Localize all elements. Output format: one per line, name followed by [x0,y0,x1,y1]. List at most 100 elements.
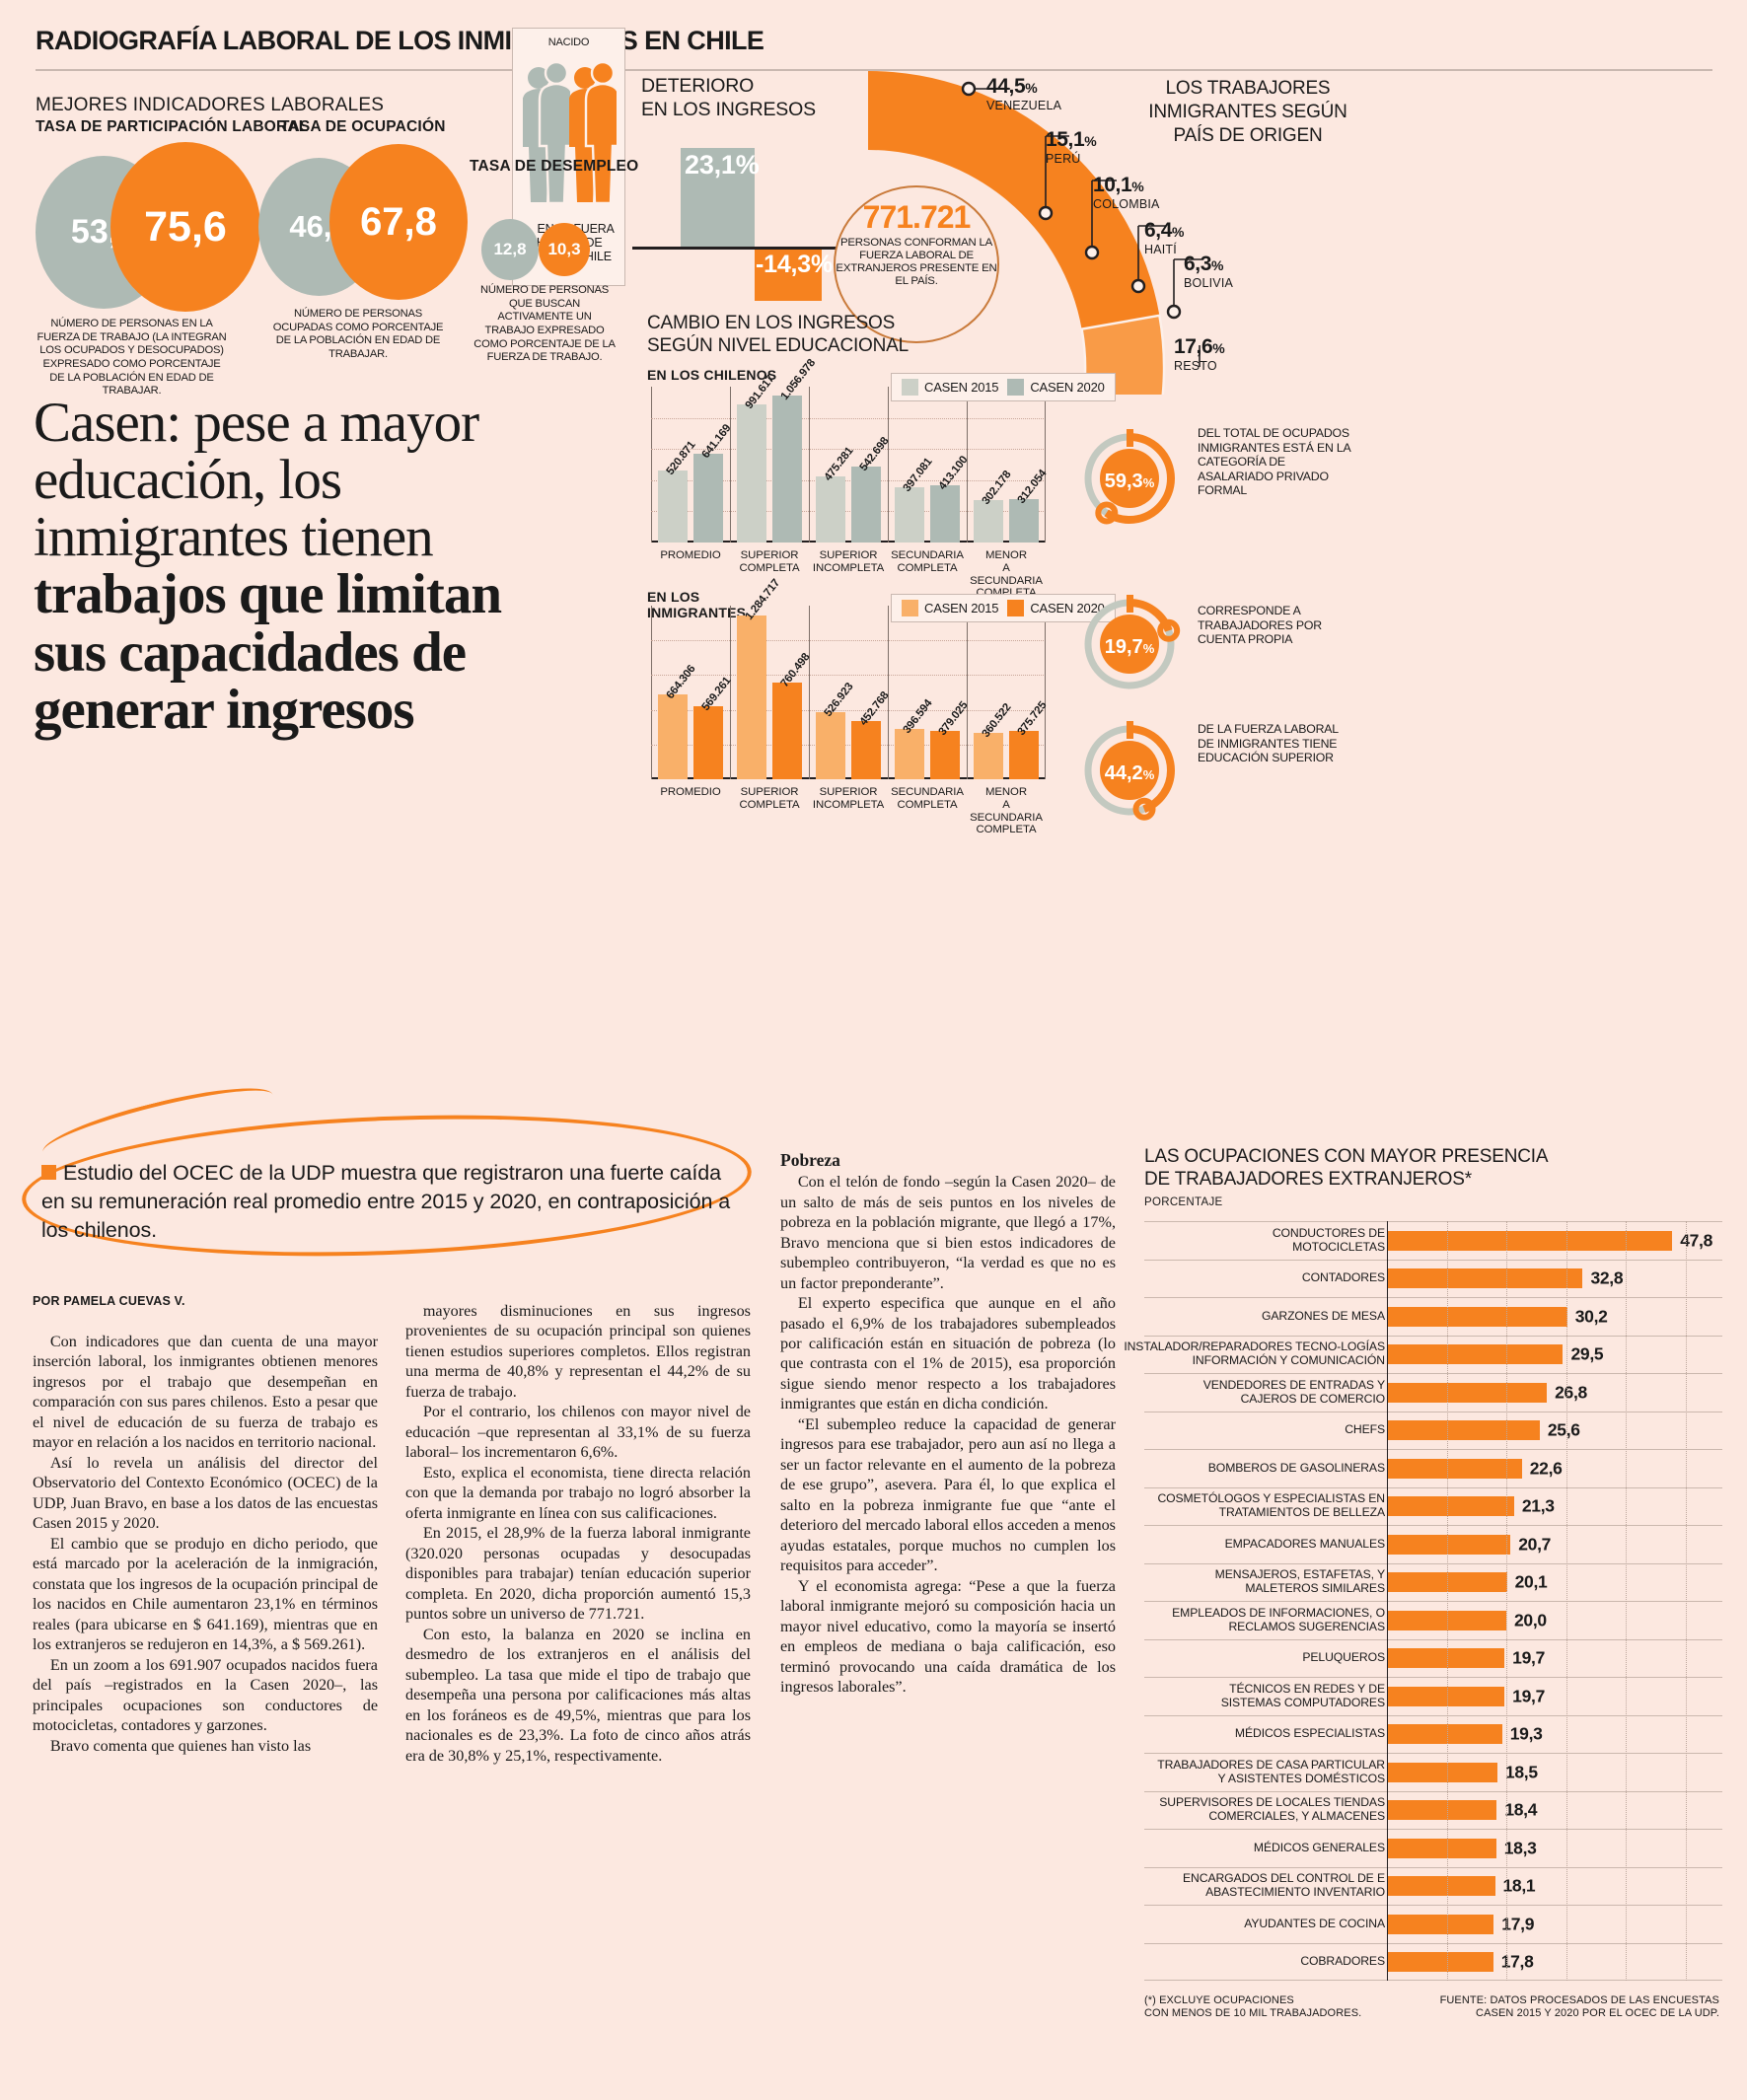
origin-chart-title: LOS TRABAJORES INMIGRANTES SEGÚN PAÍS DE… [1148,78,1347,146]
occupation-bar [1387,1951,1493,1972]
bar [693,706,723,779]
occupation-label: TÉCNICOS EN REDES Y DE SISTEMAS COMPUTADO… [1220,1681,1385,1709]
plot-area [651,387,1046,543]
occupation-row: VENDEDORES DE ENTRADAS Y CAJEROS DE COMER… [1144,1373,1722,1412]
metric-note-participacion: NÚMERO DE PERSONAS EN LA FUERZA DE TRABA… [36,318,227,398]
participacion-foreign-bubble: 75,6 [110,142,260,312]
occupation-row: CONDUCTORES DE MOTOCICLETAS 47,8 [1144,1221,1722,1260]
article-paragraph: En 2015, el 28,9% de la fuerza laboral i… [405,1524,751,1624]
bar [974,733,1003,779]
occupation-bar [1387,1496,1514,1517]
occupations-axis [1387,1221,1388,1981]
bar [816,475,845,543]
occupation-value: 18,3 [1503,1838,1537,1858]
occupation-label: INSTALADOR/REPARADORES TECNO-LOGÍAS INFOR… [1124,1340,1385,1368]
arc-label-venezuela: 44,5% VENEZUELA [986,75,1062,112]
occupation-value: 17,9 [1501,1914,1535,1934]
legend-item-casen2020-inm: CASEN 2020 [1007,600,1105,616]
arc-label-haiti: 6,4% HAITÍ [1144,219,1185,256]
occupation-value: 17,8 [1500,1951,1534,1972]
occupation-value: 26,8 [1555,1382,1587,1403]
desempleo-foreign-bubble: 10,3 [539,223,590,276]
gridline [651,449,1046,451]
occupation-value: 18,5 [1504,1762,1538,1782]
occupation-bar [1387,1876,1495,1897]
bar [772,682,802,779]
person-chile-icon [523,62,570,205]
occupations-footnote-left: (*) EXCLUYE OCUPACIONES CON MENOS DE 10 … [1144,1994,1362,2020]
person-foreign-icon [569,62,617,205]
category-label: PROMEDIO [660,786,721,798]
article-column-1: Con indicadores que dan cuenta de una ma… [33,1332,378,1756]
category-label: SUPERIOR COMPLETA [739,786,800,811]
plot-area [651,606,1046,779]
donut-note-3: DE LA FUERZA LABORAL DE INMIGRANTES TIEN… [1198,722,1339,764]
article-paragraph: “El subempleo reduce la capacidad de gen… [780,1414,1116,1575]
occupation-bar [1387,1534,1511,1555]
arc-label-resto: 17,6% RESTO [1174,335,1225,373]
bar [816,711,845,779]
gridline [651,744,1046,746]
byline: POR PAMELA CUEVAS V. [33,1294,185,1308]
deterioro-value-positive: 23,1% [685,150,760,180]
occupation-row: GARZONES DE MESA 30,2 [1144,1297,1722,1336]
category-label: SUPERIOR INCOMPLETA [812,549,885,574]
occupation-label: MENSAJEROS, ESTAFETAS, Y MALETEROS SIMILA… [1214,1567,1385,1596]
category-label: SECUNDARIA COMPLETA [891,549,964,574]
chart-chilenos: 520.871 641.169 PROMEDIO 991.617 1.056.978 SU… [651,357,1049,599]
bar [772,395,802,543]
occupation-value: 19,7 [1512,1686,1546,1706]
svg-text:44,2%: 44,2% [1105,762,1155,784]
deterioro-bar-negative [755,249,822,301]
occupation-row: MENSAJEROS, ESTAFETAS, Y MALETEROS SIMILA… [1144,1562,1722,1602]
bar [851,467,881,543]
occupation-label: MÉDICOS GENERALES [1253,1840,1385,1854]
bar [658,470,688,543]
occupation-bar [1387,1914,1494,1934]
occupation-row: TÉCNICOS EN REDES Y DE SISTEMAS COMPUTADO… [1144,1677,1722,1715]
category-label: SUPERIOR INCOMPLETA [812,786,885,811]
occupation-label: CONDUCTORES DE MOTOCICLETAS [1272,1225,1385,1254]
occupation-bar [1387,1382,1548,1403]
occupation-value: 30,2 [1574,1306,1608,1327]
metric-note-desempleo: NÚMERO DE PERSONAS QUE BUSCAN ACTIVAMENT… [473,284,616,364]
metric-note-ocupacion: NÚMERO DE PERSONAS OCUPADAS COMO PORCENT… [272,308,444,360]
occupation-label: TRABAJADORES DE CASA PARTICULAR Y ASISTEN… [1157,1757,1385,1785]
deterioro-bar-positive [681,148,755,248]
occupation-label: AYUDANTES DE COCINA [1244,1916,1385,1930]
article-paragraph: El experto especifica que aunque en el a… [780,1294,1116,1413]
bar [895,728,924,779]
occupation-label: EMPACADORES MANUALES [1224,1536,1385,1551]
arc-label-peru: 15,1% PERÚ [1046,128,1097,166]
occupation-label: COBRADORES [1300,1953,1385,1968]
occupation-bar [1387,1268,1583,1289]
total-workforce-callout: 771.721 PERSONAS CONFORMAN LA FUERZA LAB… [834,185,999,343]
lead-paragraph: Estudio del OCEC de la UDP muestra que r… [41,1161,731,1242]
total-workforce-value: 771.721 [862,199,972,235]
occupation-value: 25,6 [1547,1419,1580,1440]
occupation-row: TRABAJADORES DE CASA PARTICULAR Y ASISTEN… [1144,1753,1722,1791]
occupation-label: CONTADORES [1301,1270,1385,1285]
metric-title-ocupacion: TASA DE OCUPACIÓN [280,118,446,135]
occupation-row: MÉDICOS GENERALES 18,3 [1144,1829,1722,1867]
gridline [1685,1221,1687,1981]
headline: Casen: pese a mayor educación, los inmig… [34,392,502,741]
occupations-source: FUENTE: DATOS PROCESADOS DE LAS ENCUESTA… [1439,1994,1719,2020]
group-divider [967,387,968,543]
group-divider [809,606,810,779]
occupation-label: VENDEDORES DE ENTRADAS Y CAJEROS DE COMER… [1202,1377,1385,1406]
legend-item-casen2015-inm: CASEN 2015 [902,600,999,616]
legend-inmigrantes: CASEN 2015 CASEN 2020 [891,594,1116,622]
occupation-bar [1387,1306,1567,1327]
desempleo-chile-bubble: 12,8 [481,219,539,280]
article-paragraph: Por el contrario, los chilenos con mayor… [405,1403,751,1462]
arc-label-colombia: 10,1% COLOMBIA [1093,174,1160,211]
group-divider [967,606,968,779]
occupation-row: CONTADORES 32,8 [1144,1259,1722,1298]
gridline [1626,1221,1627,1981]
group-divider [1045,606,1046,779]
arc-slice-venezuela [868,71,1160,329]
legend-item-casen2015: CASEN 2015 [902,379,999,396]
article-paragraph: Con el telón de fondo –según la Casen 20… [780,1173,1116,1292]
